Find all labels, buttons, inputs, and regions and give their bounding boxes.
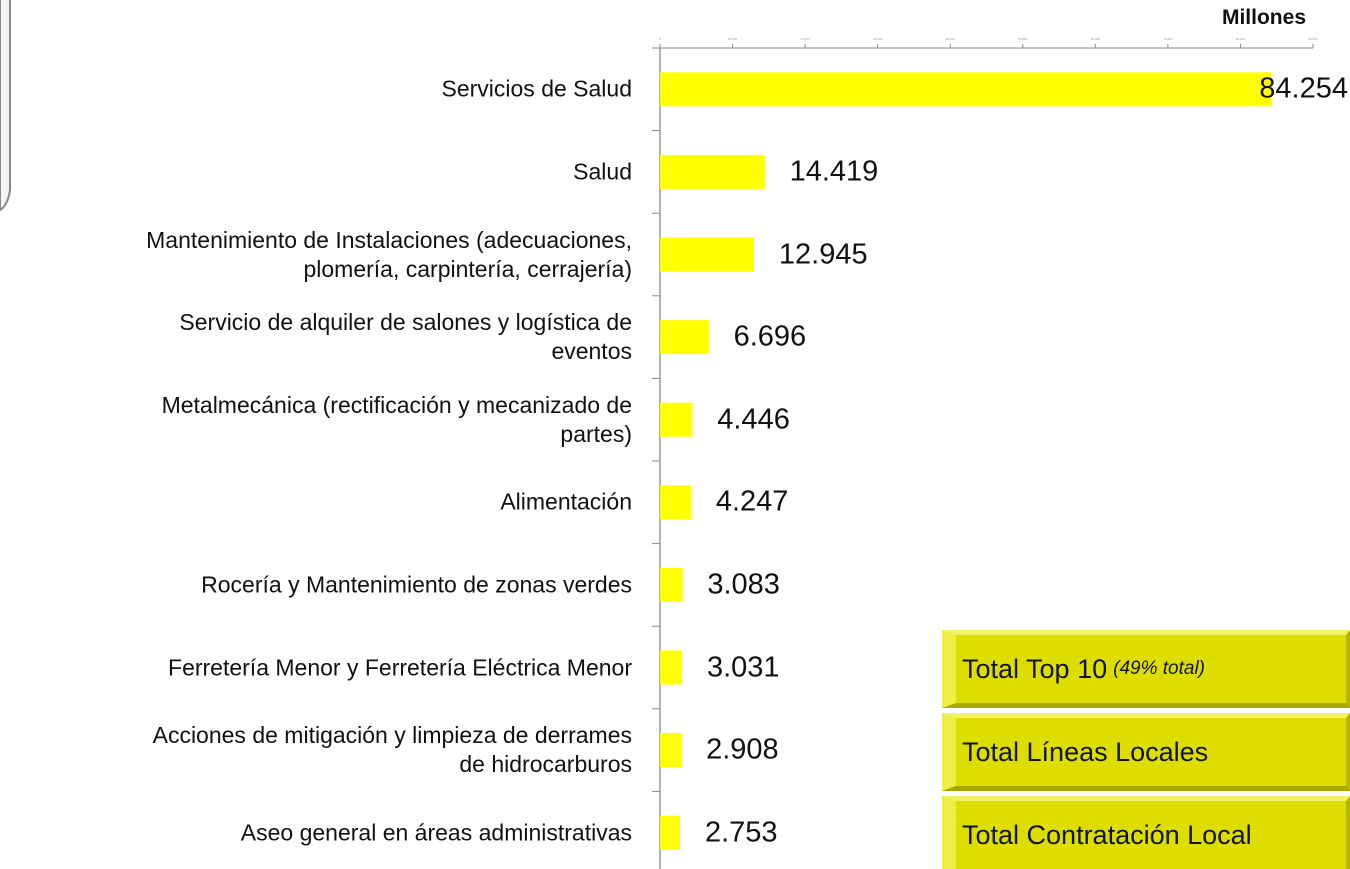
- summary-text: Total Contratación Local: [962, 819, 1252, 850]
- bar: [660, 402, 693, 437]
- category-label: Mantenimiento de Instalaciones (adecuaci…: [146, 226, 632, 282]
- chart-title: Millones: [1221, 6, 1306, 29]
- x-tick-label: 80.000: [1236, 37, 1246, 41]
- value-label: 6.696: [733, 320, 807, 353]
- value-label: 4.247: [715, 485, 789, 518]
- x-tick-label: 20.000: [801, 37, 811, 41]
- x-tick-label: 60.000: [1091, 37, 1101, 41]
- summary-box: Total Top 10 (49% total): [942, 630, 1350, 708]
- value-label: 2.908: [706, 733, 779, 766]
- x-tick-label: 50.000: [1018, 37, 1028, 41]
- x-tick-label: 90.000: [1308, 37, 1318, 41]
- category-label: Metalmecánica (rectificación y mecanizad…: [161, 391, 632, 447]
- bar: [660, 237, 754, 272]
- bar: [660, 733, 682, 768]
- value-label: 3.031: [706, 651, 780, 683]
- summary-box: Total Líneas Locales: [942, 713, 1350, 791]
- category-label: Servicio de alquiler de salones y logíst…: [179, 309, 632, 365]
- value-label: 2.753: [704, 816, 778, 849]
- value-label: 4.446: [717, 403, 790, 436]
- value-label: 3.083: [707, 568, 780, 601]
- summary-text: Total Líneas Locales: [962, 736, 1209, 767]
- bar: [660, 567, 683, 602]
- x-tick-label: 40.000: [946, 37, 956, 41]
- category-label: Acciones de mitigación y limpieza de der…: [152, 722, 632, 778]
- category-label: Alimentación: [500, 488, 632, 515]
- category-label: Servicios de Salud: [441, 75, 633, 102]
- category-label: Ferretería Menor y Ferretería Eléctrica …: [168, 654, 632, 680]
- bar: [660, 815, 680, 850]
- value-label: 14.419: [789, 155, 879, 188]
- summary-note: (49% total): [1113, 658, 1205, 679]
- frame-decoration: [0, 0, 11, 212]
- x-tick-label: 30.000: [873, 37, 883, 41]
- category-label: Salud: [573, 158, 632, 185]
- bar: [660, 154, 765, 189]
- bar: [660, 72, 1272, 107]
- category-label: Rocería y Mantenimiento de zonas verdes: [201, 571, 632, 598]
- value-label: 84.254: [1259, 72, 1348, 105]
- category-label: Aseo general en áreas administrativas: [240, 819, 632, 846]
- bar: [660, 320, 709, 355]
- bar: [660, 485, 691, 520]
- bar: [660, 650, 682, 685]
- summary-text: Total Top 10: [962, 653, 1108, 684]
- value-label: 12.945: [778, 238, 868, 270]
- x-tick-label: 10.000: [728, 37, 738, 41]
- x-tick-label: 0: [659, 37, 661, 41]
- summary-box: Total Contratación Local: [942, 796, 1350, 869]
- x-tick-label: 70.000: [1163, 37, 1173, 41]
